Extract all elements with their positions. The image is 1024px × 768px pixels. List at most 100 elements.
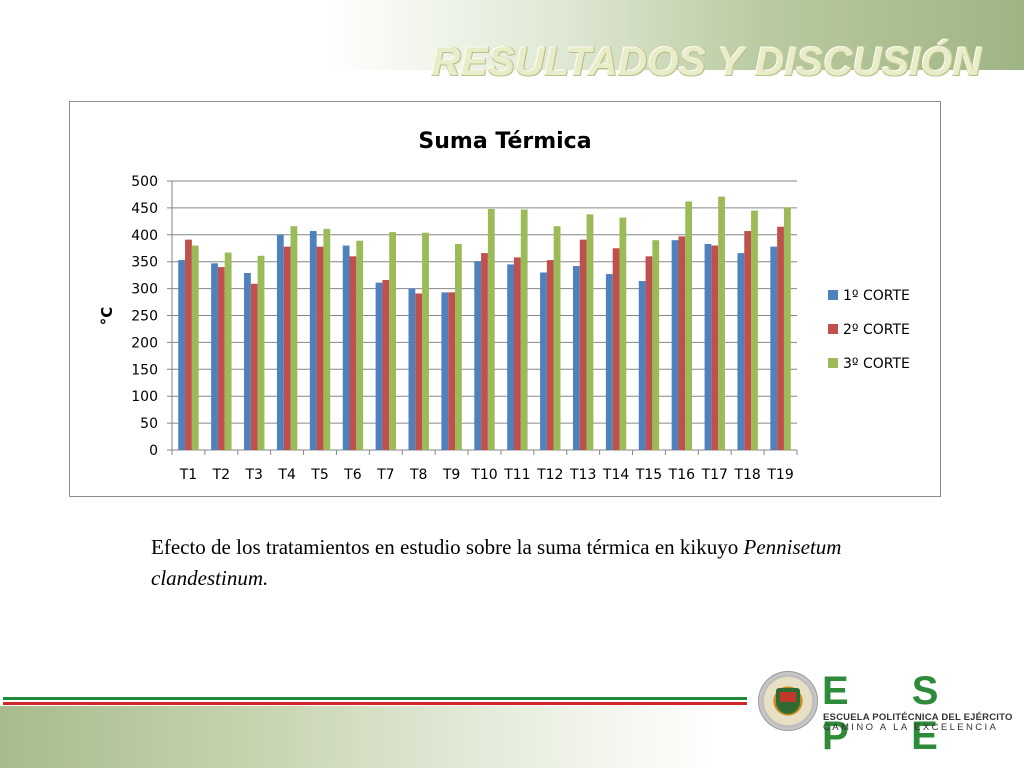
legend-swatch-series-1 bbox=[828, 290, 838, 300]
legend-label-series-1: 1º CORTE bbox=[843, 288, 910, 304]
bar-t15-series-1 bbox=[638, 281, 646, 450]
bar-t11-series-1 bbox=[507, 264, 514, 450]
bar-t19-series-1 bbox=[770, 246, 778, 450]
bar-t19-series-3 bbox=[783, 207, 791, 450]
bar-t18-series-1 bbox=[737, 253, 745, 450]
y-axis-label: °C bbox=[98, 307, 116, 326]
bar-t16-series-3 bbox=[685, 201, 693, 450]
legend-swatch-series-3 bbox=[828, 358, 838, 368]
bar-t12-series-3 bbox=[553, 226, 561, 450]
bar-t1-series-3 bbox=[191, 245, 199, 450]
footer-stripe-green bbox=[3, 697, 747, 700]
x-tick-label: T4 bbox=[277, 467, 296, 483]
y-tick-label: 50 bbox=[140, 416, 158, 432]
legend-swatch-series-2 bbox=[828, 324, 838, 334]
bar-t15-series-3 bbox=[652, 240, 660, 450]
x-tick-label: T3 bbox=[245, 467, 263, 483]
y-tick-label: 100 bbox=[131, 389, 158, 405]
x-tick-label: T9 bbox=[442, 467, 460, 483]
x-tick-label: T18 bbox=[733, 467, 760, 483]
bar-t10-series-1 bbox=[474, 261, 482, 450]
bar-t15-series-2 bbox=[645, 256, 653, 450]
chart-title: Suma Térmica bbox=[418, 129, 591, 154]
bar-t4-series-3 bbox=[290, 226, 298, 450]
bar-t8-series-1 bbox=[408, 288, 416, 450]
bar-t1-series-2 bbox=[185, 239, 192, 450]
espe-seal-logo bbox=[758, 671, 818, 731]
y-tick-label: 200 bbox=[131, 335, 158, 351]
x-tick-label: T19 bbox=[766, 467, 793, 483]
caption-species: Pennisetum clandestinum. bbox=[151, 535, 842, 590]
bar-t2-series-3 bbox=[224, 252, 232, 450]
bar-t10-series-3 bbox=[487, 208, 495, 450]
bar-t13-series-1 bbox=[572, 266, 580, 450]
footer-band bbox=[0, 706, 1024, 768]
x-tick-label: T7 bbox=[376, 467, 394, 483]
x-tick-label: T6 bbox=[343, 467, 362, 483]
x-tick-label: T15 bbox=[635, 467, 662, 483]
bar-t9-series-1 bbox=[441, 292, 449, 450]
x-tick-label: T14 bbox=[602, 467, 629, 483]
x-tick-label: T17 bbox=[701, 467, 728, 483]
bar-t8-series-3 bbox=[422, 232, 429, 450]
x-tick-label: T8 bbox=[409, 467, 427, 483]
bar-t9-series-3 bbox=[455, 243, 462, 450]
x-tick-label: T2 bbox=[212, 467, 230, 483]
legend-label-series-3: 3º CORTE bbox=[843, 356, 910, 372]
bar-t16-series-1 bbox=[671, 240, 679, 450]
bar-t11-series-2 bbox=[513, 257, 521, 450]
y-tick-label: 250 bbox=[131, 309, 158, 325]
bar-t16-series-2 bbox=[678, 236, 686, 450]
y-tick-label: 0 bbox=[149, 443, 158, 459]
bar-t7-series-1 bbox=[375, 282, 383, 450]
bar-t6-series-3 bbox=[356, 240, 364, 450]
y-tick-label: 400 bbox=[131, 228, 158, 244]
x-tick-label: T12 bbox=[536, 467, 563, 483]
bar-t10-series-2 bbox=[481, 253, 488, 450]
y-tick-label: 500 bbox=[131, 174, 158, 190]
bar-t11-series-3 bbox=[520, 209, 528, 450]
bar-t14-series-2 bbox=[612, 248, 620, 450]
espe-institution-name: ESCUELA POLITÉCNICA DEL EJÉRCITO bbox=[823, 712, 1013, 723]
bar-t3-series-1 bbox=[244, 272, 251, 450]
bar-t17-series-2 bbox=[711, 245, 719, 450]
bar-t13-series-2 bbox=[579, 239, 587, 450]
bar-t12-series-2 bbox=[546, 260, 554, 450]
slide-title: RESULTADOS Y DISCUSIÓN bbox=[431, 40, 982, 84]
slide-caption: Efecto de los tratamientos en estudio so… bbox=[151, 532, 891, 594]
espe-motto: CAMINO A LA EXCELENCIA bbox=[823, 722, 999, 733]
y-tick-label: 450 bbox=[131, 201, 158, 217]
footer-stripe-white bbox=[3, 700, 747, 702]
bar-t14-series-1 bbox=[605, 274, 613, 450]
header-band bbox=[0, 0, 1024, 70]
bar-t4-series-1 bbox=[276, 234, 284, 450]
bar-t5-series-1 bbox=[309, 231, 317, 450]
bar-t4-series-2 bbox=[283, 246, 291, 450]
bar-t8-series-2 bbox=[415, 293, 423, 450]
bar-t3-series-2 bbox=[250, 283, 258, 450]
bar-t18-series-2 bbox=[744, 231, 752, 450]
x-tick-label: T1 bbox=[179, 467, 197, 483]
x-tick-label: T16 bbox=[668, 467, 695, 483]
bar-t7-series-3 bbox=[389, 232, 397, 450]
bar-t17-series-3 bbox=[718, 196, 725, 450]
x-tick-label: T13 bbox=[569, 467, 596, 483]
bar-t19-series-2 bbox=[777, 226, 784, 450]
bar-t12-series-1 bbox=[540, 272, 547, 450]
bar-t7-series-2 bbox=[382, 279, 390, 450]
legend-label-series-2: 2º CORTE bbox=[843, 322, 910, 338]
bar-t6-series-1 bbox=[342, 245, 350, 450]
bar-t5-series-3 bbox=[323, 228, 331, 450]
footer-stripe-red bbox=[3, 702, 747, 705]
bar-t17-series-1 bbox=[704, 243, 712, 450]
bar-t9-series-2 bbox=[448, 292, 456, 450]
bar-t13-series-3 bbox=[586, 214, 594, 450]
bar-t18-series-3 bbox=[751, 210, 758, 450]
seal-emblem-icon bbox=[780, 692, 796, 702]
y-tick-label: 300 bbox=[131, 282, 158, 298]
bar-t2-series-2 bbox=[217, 267, 225, 450]
bar-t1-series-1 bbox=[178, 260, 186, 450]
x-tick-label: T10 bbox=[470, 467, 497, 483]
x-tick-label: T11 bbox=[503, 467, 530, 483]
bar-t3-series-3 bbox=[257, 255, 265, 450]
